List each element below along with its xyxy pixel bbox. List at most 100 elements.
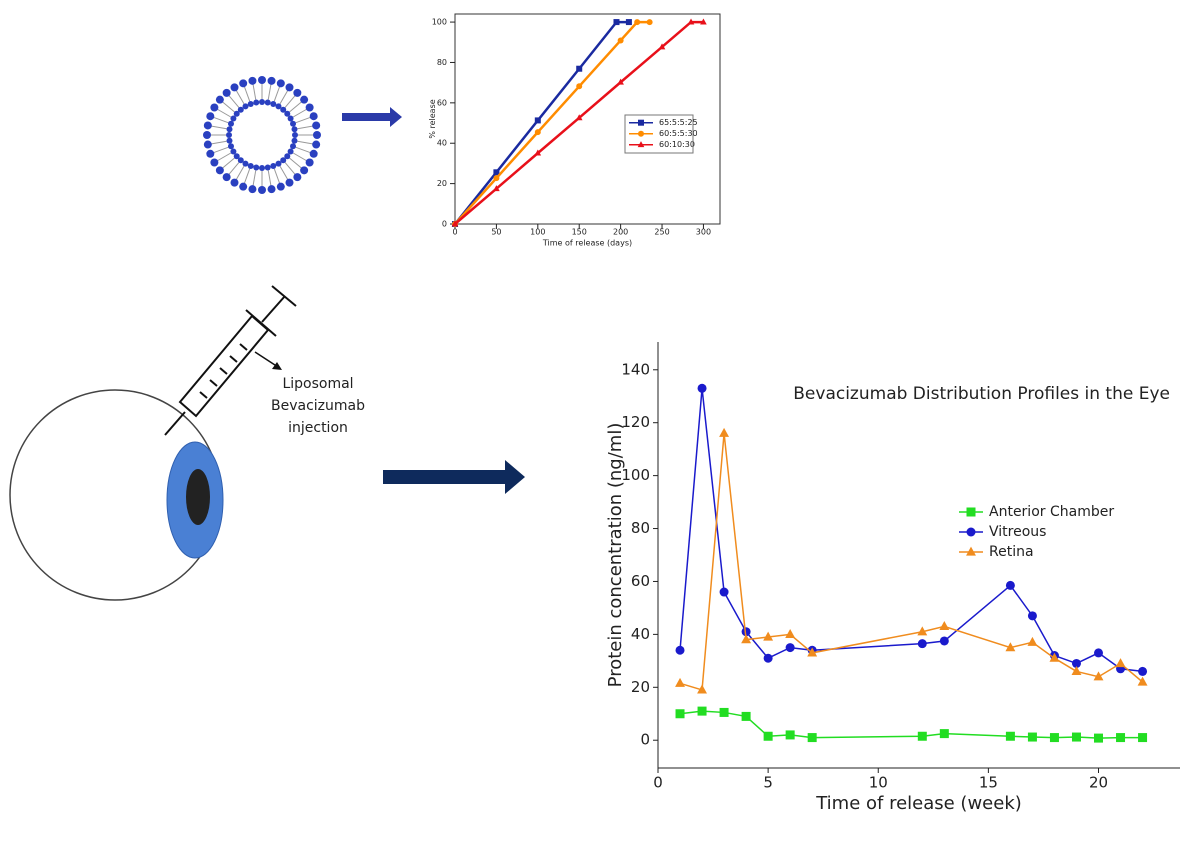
marker [687, 18, 695, 25]
lipid-head [290, 120, 297, 127]
lipid-head [203, 140, 212, 149]
lipid-head [276, 79, 285, 88]
marker [697, 684, 708, 694]
lipid-head [230, 115, 237, 122]
legend-label: Retina [989, 544, 1034, 560]
lipid-head [210, 103, 219, 112]
lipid-head [287, 115, 294, 122]
lipid-tail [284, 94, 296, 108]
distribution-chart: 0 5 10 15 20 0 20 40 60 80 100 120 140 Time of releas… [605, 342, 1180, 814]
marker [719, 707, 729, 717]
marker [785, 628, 796, 638]
lipid-head [284, 110, 291, 117]
label: Bevacizumab [271, 398, 365, 414]
lipid-tail [228, 162, 240, 176]
marker [741, 634, 752, 644]
marker [646, 19, 653, 26]
marker [1093, 671, 1104, 681]
lipid-tail [221, 157, 235, 169]
lipid-head [253, 99, 260, 106]
marker [658, 43, 666, 50]
lipid-tail [295, 146, 312, 154]
marker [1027, 732, 1037, 742]
release-chart: 0 50 100 150 200 250 300 0 20 40 60 80 100 Time of re… [428, 13, 721, 248]
lipid-head [222, 88, 231, 97]
lipid-head [285, 178, 294, 187]
marker [1071, 732, 1081, 742]
legend-label: 60:10:30 [659, 140, 695, 149]
lipid-head [305, 103, 314, 112]
marker [451, 220, 459, 227]
lipid-tail [210, 140, 227, 145]
marker [807, 647, 818, 657]
y-axis-label: % release [428, 99, 437, 138]
x-tick-label: 100 [530, 228, 545, 237]
lipid-head [215, 166, 224, 175]
marker [575, 114, 583, 121]
lipid-head [309, 112, 318, 121]
syringe [164, 285, 297, 436]
marker [785, 730, 795, 740]
lipid-tail [279, 89, 289, 105]
lipid-head [215, 95, 224, 104]
x-axis-label: Time of release (week) [815, 793, 1022, 814]
legend-marker [966, 546, 976, 556]
lipid-tail [212, 146, 229, 154]
marker [939, 636, 949, 646]
lipid-head [280, 106, 287, 113]
legend-marker [966, 507, 976, 517]
marker [939, 729, 949, 739]
y-tick-label: 100 [432, 18, 447, 27]
marker [675, 645, 685, 655]
marker [697, 706, 707, 716]
lipid-tail [212, 116, 229, 124]
legend-marker [637, 141, 645, 148]
lipid-head [291, 126, 298, 133]
marker [617, 37, 624, 44]
marker [1027, 611, 1037, 621]
lipid-head [206, 112, 215, 121]
lipid-head [305, 158, 314, 167]
lipid-tail [243, 85, 251, 102]
lipid-tail [235, 89, 245, 105]
marker [675, 709, 685, 719]
lipid-head [285, 83, 294, 92]
marker [576, 65, 583, 72]
marker [625, 19, 632, 26]
lipid-head [237, 106, 244, 113]
lipid-head [312, 140, 321, 149]
lipid-head [267, 76, 276, 85]
x-tick-label: 200 [613, 228, 628, 237]
arrow [342, 107, 402, 127]
marker [697, 383, 707, 393]
pupil [186, 469, 210, 525]
marker [1094, 733, 1104, 743]
marker [917, 731, 927, 741]
marker [534, 129, 541, 136]
lipid-head [230, 83, 239, 92]
lipid-tail [284, 162, 296, 176]
y-tick-label: 120 [621, 413, 650, 431]
marker [1005, 642, 1016, 652]
marker [613, 19, 620, 26]
marker [534, 117, 541, 124]
lipid-tail [273, 85, 281, 102]
marker [785, 643, 795, 653]
lipid-head [291, 137, 298, 144]
y-axis-label: Protein concentration (ng/ml) [605, 423, 626, 688]
lipid-tail [252, 83, 257, 100]
y-tick-label: 0 [442, 220, 447, 229]
lipid-head [287, 148, 294, 155]
lipid-tail [289, 101, 303, 113]
lipid-head [242, 103, 249, 110]
lipid-head [239, 182, 248, 191]
x-tick-label: 5 [763, 774, 773, 792]
x-tick-label: 20 [1089, 774, 1108, 792]
x-tick-label: 300 [696, 228, 711, 237]
lipid-head [242, 160, 249, 167]
lipid-tail [297, 140, 314, 145]
marker [1094, 648, 1104, 658]
lipid-head [222, 173, 231, 182]
marker [763, 731, 773, 741]
